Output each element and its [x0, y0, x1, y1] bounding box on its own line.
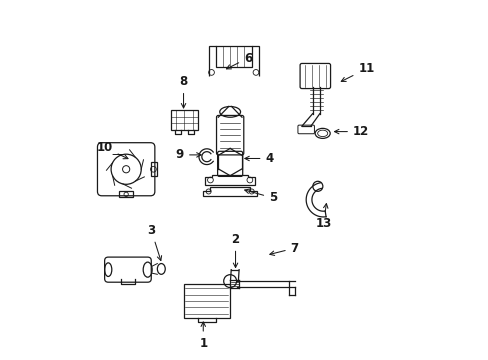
Text: 5: 5 [244, 189, 277, 204]
Text: 7: 7 [269, 242, 298, 256]
Text: 6: 6 [226, 51, 252, 69]
Text: 8: 8 [179, 75, 187, 108]
Text: 13: 13 [315, 204, 331, 230]
Text: 2: 2 [231, 233, 239, 267]
Text: 10: 10 [96, 141, 128, 159]
Text: 12: 12 [334, 125, 368, 138]
Text: 1: 1 [199, 322, 207, 350]
Text: 9: 9 [176, 148, 201, 161]
Text: 3: 3 [147, 224, 161, 261]
Text: 11: 11 [341, 62, 374, 81]
Text: 4: 4 [244, 152, 273, 165]
Bar [183, 284, 230, 318]
Bar [171, 110, 198, 130]
